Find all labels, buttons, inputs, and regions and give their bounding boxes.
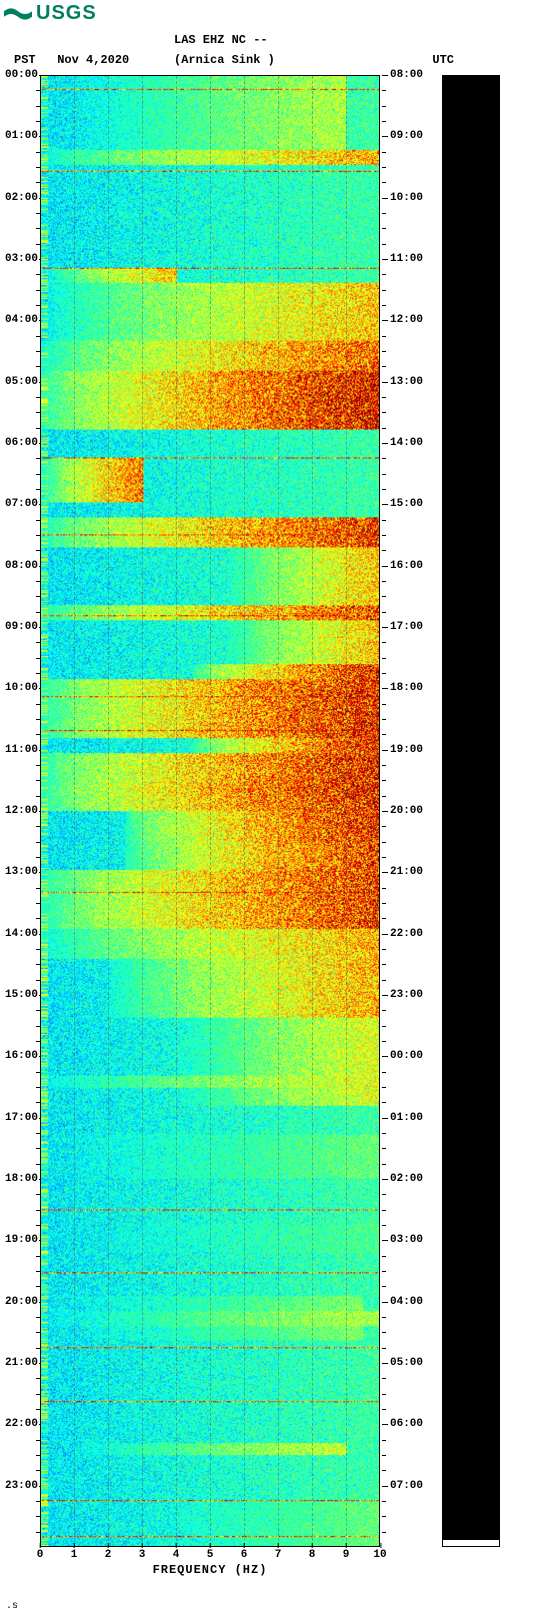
y-right-tick: 11:00 — [390, 253, 423, 265]
station-name: (Arnica Sink ) — [174, 53, 374, 67]
y-left-tick: 08:00 — [5, 560, 38, 572]
y-right-tick: 03:00 — [390, 1234, 423, 1246]
y-left-tick: 01:00 — [5, 130, 38, 142]
right-timezone: UTC — [374, 53, 454, 67]
x-axis-ticks: 012345678910 — [40, 1547, 380, 1561]
y-left-tick: 17:00 — [5, 1112, 38, 1124]
y-left-tick: 12:00 — [5, 805, 38, 817]
y-left-tick: 05:00 — [5, 376, 38, 388]
spectrogram — [40, 75, 380, 1547]
y-left-tick: 11:00 — [5, 744, 38, 756]
y-right-tick: 16:00 — [390, 560, 423, 572]
x-tick: 8 — [309, 1549, 316, 1561]
y-right-tick: 22:00 — [390, 928, 423, 940]
y-left-tick: 23:00 — [5, 1480, 38, 1492]
spectrogram-canvas — [41, 76, 379, 1546]
y-right-tick: 05:00 — [390, 1357, 423, 1369]
usgs-logo: USGS — [0, 0, 552, 27]
y-right-tick: 13:00 — [390, 376, 423, 388]
x-tick: 10 — [373, 1549, 386, 1561]
station-code: LAS EHZ NC -- — [174, 33, 374, 47]
y-right-tick: 02:00 — [390, 1173, 423, 1185]
y-left-tick: 00:00 — [5, 69, 38, 81]
x-tick: 7 — [275, 1549, 282, 1561]
x-tick: 9 — [343, 1549, 350, 1561]
y-left-tick: 09:00 — [5, 621, 38, 633]
y-left-tick: 18:00 — [5, 1173, 38, 1185]
header-line2: PST Nov 4,2020 (Arnica Sink ) UTC — [0, 47, 552, 67]
x-tick: 1 — [71, 1549, 78, 1561]
y-right-tick: 04:00 — [390, 1296, 423, 1308]
y-right-tick: 15:00 — [390, 498, 423, 510]
y-left-tick: 16:00 — [5, 1050, 38, 1062]
y-right-tick: 14:00 — [390, 437, 423, 449]
y-left-tick: 02:00 — [5, 192, 38, 204]
y-left-tick: 06:00 — [5, 437, 38, 449]
y-left-tick: 07:00 — [5, 498, 38, 510]
date: Nov 4,2020 — [57, 53, 129, 67]
y-right-tick: 23:00 — [390, 989, 423, 1001]
y-right-tick: 20:00 — [390, 805, 423, 817]
x-axis-label: FREQUENCY (HZ) — [40, 1561, 380, 1577]
y-left-tick: 13:00 — [5, 866, 38, 878]
y-left-tick: 14:00 — [5, 928, 38, 940]
x-axis: 012345678910 FREQUENCY (HZ) — [40, 1547, 380, 1581]
left-timezone: PST — [14, 53, 36, 67]
y-right-tick: 18:00 — [390, 682, 423, 694]
x-tick: 3 — [139, 1549, 146, 1561]
y-left-tick: 03:00 — [5, 253, 38, 265]
y-left-tick: 04:00 — [5, 314, 38, 326]
x-tick: 4 — [173, 1549, 180, 1561]
y-right-tick: 09:00 — [390, 130, 423, 142]
y-left-tick: 21:00 — [5, 1357, 38, 1369]
y-right-tick: 00:00 — [390, 1050, 423, 1062]
y-right-tick: 06:00 — [390, 1418, 423, 1430]
footer-mark: .s — [0, 1581, 552, 1612]
y-right-tick: 19:00 — [390, 744, 423, 756]
y-left-tick: 22:00 — [5, 1418, 38, 1430]
x-tick: 2 — [105, 1549, 112, 1561]
y-axis-left: 00:0001:0002:0003:0004:0005:0006:0007:00… — [0, 75, 40, 1547]
usgs-logo-text: USGS — [36, 2, 97, 25]
y-left-tick: 10:00 — [5, 682, 38, 694]
y-right-tick: 12:00 — [390, 314, 423, 326]
y-left-tick: 20:00 — [5, 1296, 38, 1308]
y-right-tick: 08:00 — [390, 69, 423, 81]
colorbar — [442, 75, 500, 1547]
x-tick: 6 — [241, 1549, 248, 1561]
y-right-tick: 01:00 — [390, 1112, 423, 1124]
y-left-tick: 15:00 — [5, 989, 38, 1001]
usgs-wave-icon — [4, 4, 32, 24]
y-right-tick: 17:00 — [390, 621, 423, 633]
x-tick: 0 — [37, 1549, 44, 1561]
header-line1: LAS EHZ NC -- — [0, 27, 552, 47]
y-right-tick: 21:00 — [390, 866, 423, 878]
y-axis-right: 08:0009:0010:0011:0012:0013:0014:0015:00… — [380, 75, 432, 1547]
y-right-tick: 10:00 — [390, 192, 423, 204]
plot-area: 00:00 01:00 02:00 03:00 04:00 05:00 06:00 07:00… — [0, 67, 552, 1547]
y-left-tick: 19:00 — [5, 1234, 38, 1246]
x-tick: 5 — [207, 1549, 214, 1561]
y-right-tick: 07:00 — [390, 1480, 423, 1492]
